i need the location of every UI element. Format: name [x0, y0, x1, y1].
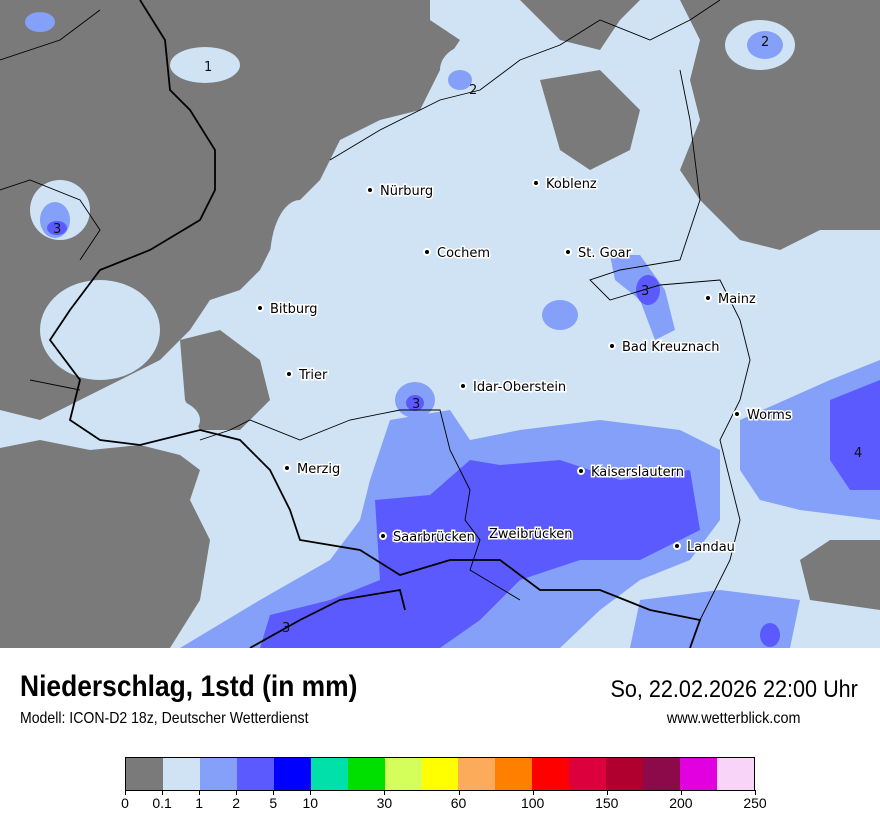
legend-swatch [236, 758, 274, 790]
city-dot [285, 370, 293, 378]
legend-tick-mark [310, 790, 312, 795]
city-dot [577, 467, 585, 475]
legend-tick-label: 200 [669, 795, 693, 811]
legend-tick-mark [236, 790, 238, 795]
legend-tick-label: 5 [269, 795, 278, 811]
contour-label: 3 [412, 397, 420, 412]
contour-label: 3 [53, 222, 61, 237]
heavier-precip-areas [47, 221, 880, 648]
legend-swatch [273, 758, 311, 790]
city-label: Trier [298, 368, 328, 383]
legend-swatch [310, 758, 348, 790]
city-label: Mainz [718, 292, 756, 307]
city-dot [532, 179, 540, 187]
city-label: Saarbrücken [393, 530, 475, 545]
city-label: Bad Kreuznach [622, 340, 720, 355]
city-dot [704, 294, 712, 302]
city-dot [366, 186, 374, 194]
contour-label: 1 [204, 60, 212, 75]
legend-swatch [717, 758, 754, 790]
city-dot [733, 410, 741, 418]
city-label: Koblenz [546, 177, 597, 192]
legend-tick-mark [458, 790, 460, 795]
city-dot [283, 464, 291, 472]
color-legend [125, 757, 755, 791]
legend-tick-label: 100 [520, 795, 545, 811]
legend-tick-label: 0 [121, 795, 129, 811]
legend-swatch [680, 758, 717, 790]
legend-tick-mark [384, 790, 386, 795]
city-label: Bitburg [270, 302, 318, 317]
model-info: Modell: ICON-D2 18z, Deutscher Wetterdie… [20, 710, 309, 727]
website-link[interactable]: www.wetterblick.com [666, 710, 800, 727]
legend-tick-label: 0.1 [152, 795, 172, 811]
legend-tick-mark [162, 790, 164, 795]
map-title: Niederschlag, 1std (in mm) [20, 670, 358, 703]
city-dot [459, 382, 467, 390]
city-label: Worms [747, 408, 792, 423]
light-precip-patches [30, 20, 795, 445]
city-label: Kaiserslautern [591, 465, 684, 480]
legend-tick-label: 30 [376, 795, 393, 811]
forecast-datetime: So, 22.02.2026 22:00 Uhr [610, 676, 858, 703]
legend-tick-mark [755, 790, 756, 795]
city-dot [423, 248, 431, 256]
legend-swatch [162, 758, 200, 790]
legend-swatch [126, 758, 163, 790]
legend-tick-label: 150 [595, 795, 619, 811]
legend-tick-label: 60 [450, 795, 467, 811]
legend-swatch [606, 758, 644, 790]
legend-swatch [532, 758, 570, 790]
legend-swatch [643, 758, 681, 790]
legend-tick-label: 2 [232, 795, 241, 811]
legend-swatch [495, 758, 533, 790]
contour-label: 3 [282, 621, 290, 636]
city-label: Zweibrücken [489, 527, 572, 542]
city-markers: Nürburg Koblenz Cochem St. Goar Mainz Bitburg… [256, 176, 793, 557]
city-label: Idar-Oberstein [473, 380, 566, 395]
contour-label: 4 [854, 446, 862, 461]
contour-labels: 1 2 2 3 3 3 4 3 [53, 35, 862, 636]
legend-swatch [384, 758, 422, 790]
contour-label: 2 [469, 83, 477, 98]
legend-swatch [347, 758, 385, 790]
legend-swatch [458, 758, 496, 790]
city-label: Cochem [437, 246, 490, 261]
legend-swatch [199, 758, 237, 790]
city-label: St. Goar [578, 246, 632, 261]
legend-tick-mark [532, 790, 534, 795]
city-label: Nürburg [380, 184, 433, 199]
legend-swatch [421, 758, 459, 790]
legend-tick-mark [199, 790, 201, 795]
city-label: Merzig [297, 462, 340, 477]
legend-tick-mark [125, 790, 126, 795]
contour-label: 3 [641, 284, 649, 299]
legend-tick-mark [606, 790, 608, 795]
city-dot [608, 342, 616, 350]
precipitation-map: 1 2 2 3 3 3 4 3 Nürburg Koblenz Cochem St. … [0, 0, 880, 648]
contour-label: 2 [761, 35, 769, 50]
legend-tick-label: 250 [743, 795, 767, 811]
city-dot [673, 542, 681, 550]
city-dot [564, 248, 572, 256]
city-label: Landau [687, 540, 735, 555]
legend-tick-mark [273, 790, 275, 795]
legend-tick-label: 1 [195, 795, 204, 811]
legend-swatch [569, 758, 607, 790]
legend-tick-mark [680, 790, 682, 795]
city-dot [256, 304, 264, 312]
legend-tick-label: 10 [302, 795, 319, 811]
borders [0, 0, 751, 648]
city-dot [379, 532, 387, 540]
